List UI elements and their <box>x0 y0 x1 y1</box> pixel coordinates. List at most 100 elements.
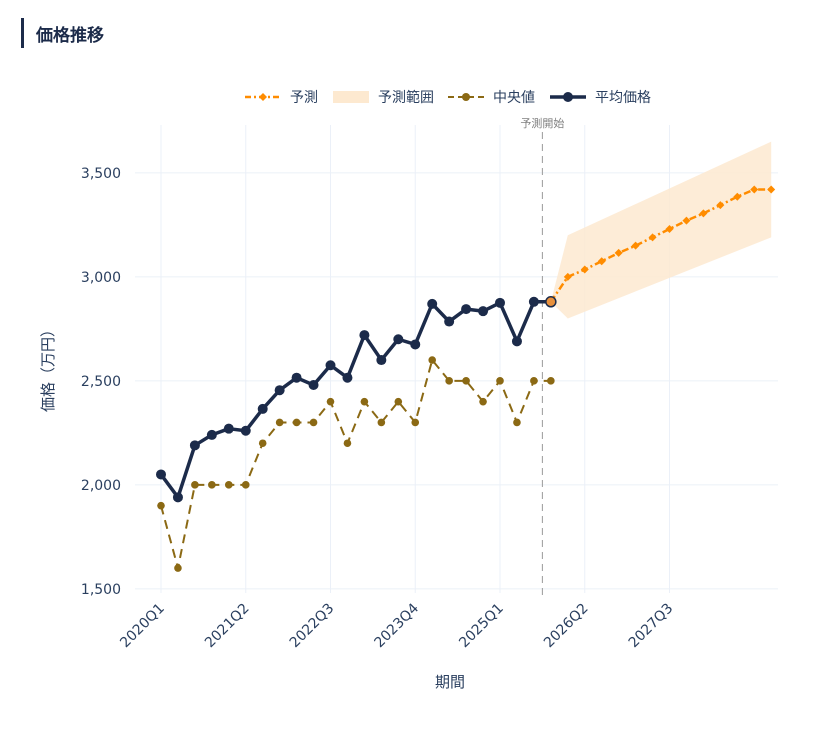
median-point <box>309 418 318 427</box>
section-title-bar: 価格推移 <box>21 18 104 48</box>
forecast-start-point <box>545 296 557 308</box>
average-point <box>325 360 336 371</box>
forecast-point <box>614 248 623 257</box>
average-point <box>274 385 285 396</box>
legend-band-swatch <box>333 91 369 103</box>
median-point <box>241 481 250 489</box>
legend-label: 平均価格 <box>595 90 651 106</box>
x-tick-label: 2020Q1 <box>117 601 168 652</box>
y-tick-label: 2,500 <box>81 374 121 390</box>
legend-item-median[interactable]: 中央値 <box>448 90 535 106</box>
median-point <box>343 439 352 448</box>
legend-label: 予測範囲 <box>378 89 434 106</box>
forecast-point <box>665 225 674 233</box>
x-tick-label: 2027Q3 <box>626 601 677 652</box>
legend-label: 予測 <box>290 90 318 106</box>
average-point <box>528 296 539 307</box>
forecast-point <box>716 201 725 210</box>
legend-forecast-marker <box>259 93 267 101</box>
forecast-point <box>699 209 708 218</box>
legend-label: 中央値 <box>493 90 535 106</box>
x-tick-label: 2022Q3 <box>287 601 338 652</box>
median-point <box>462 377 470 385</box>
forecast-point <box>597 257 606 266</box>
average-point <box>342 372 353 383</box>
legend-item-forecast[interactable]: 予測 <box>245 90 318 106</box>
median-point <box>411 418 420 427</box>
average-point <box>240 425 251 436</box>
median-point <box>208 481 216 489</box>
median-point <box>174 564 182 572</box>
average-point <box>206 429 217 440</box>
median-point <box>445 377 453 385</box>
average-point <box>359 330 370 341</box>
median-point <box>513 418 521 427</box>
average-point <box>495 297 505 308</box>
median-point <box>530 377 538 385</box>
average-point <box>308 380 319 390</box>
y-tick-label: 3,500 <box>81 166 121 182</box>
average-point <box>223 423 234 434</box>
forecast-series-line <box>549 188 772 303</box>
y-axis-title: 価格（万円） <box>39 322 57 412</box>
median-point <box>326 397 335 406</box>
median-point <box>479 397 487 406</box>
forecast-point <box>648 233 657 242</box>
average-point <box>427 298 438 309</box>
legend-item-band[interactable]: 予測範囲 <box>333 89 434 106</box>
legend-median-marker <box>462 93 470 101</box>
forecast-point <box>580 265 589 274</box>
forecast-point <box>733 192 742 201</box>
median-point <box>292 418 301 427</box>
median-series-line <box>160 357 551 569</box>
y-tick-label: 3,000 <box>81 270 121 286</box>
x-axis-title: 期間 <box>435 673 465 691</box>
average-point <box>444 316 455 327</box>
average-point <box>172 492 183 503</box>
forecast-start-label: 予測開始 <box>520 116 564 130</box>
y-tick-label: 1,500 <box>81 582 121 598</box>
forecast-point <box>631 241 640 250</box>
median-point <box>157 501 165 510</box>
average-series-line <box>159 300 551 500</box>
median-point <box>547 377 555 385</box>
x-tick-label: 2025Q1 <box>456 601 507 652</box>
median-point <box>275 418 284 427</box>
y-tick-label: 2,000 <box>81 478 121 494</box>
forecast-point <box>682 216 691 225</box>
forecast-range-band <box>550 141 772 319</box>
average-point <box>478 306 489 317</box>
page-title: 価格推移 <box>36 25 104 46</box>
average-point <box>461 304 472 315</box>
average-point <box>511 336 522 347</box>
x-tick-label: 2026Q2 <box>541 601 592 652</box>
median-point <box>428 356 437 364</box>
x-tick-label: 2023Q4 <box>371 600 422 651</box>
median-point <box>258 439 267 448</box>
legend-average-marker <box>563 92 573 102</box>
median-point <box>225 481 233 489</box>
median-point <box>377 418 386 427</box>
forecast-point <box>563 272 572 281</box>
median-point <box>496 377 504 385</box>
legend-item-average[interactable]: 平均価格 <box>550 90 651 106</box>
forecast-point <box>750 185 759 194</box>
x-tick-label: 2021Q2 <box>202 601 253 652</box>
average-point <box>376 355 387 366</box>
median-point <box>191 481 199 489</box>
average-point <box>291 372 302 383</box>
legend[interactable]: 予測 予測範囲 中央値 平均価格 <box>245 89 651 106</box>
median-point <box>360 397 369 406</box>
average-point <box>189 440 200 451</box>
average-point <box>156 469 166 480</box>
forecast-band-layer <box>550 141 772 319</box>
forecast-point <box>767 185 776 194</box>
average-point <box>393 334 404 345</box>
average-point <box>410 339 421 350</box>
average-point <box>257 403 268 414</box>
median-point <box>394 397 403 406</box>
series-points-layer <box>156 185 776 572</box>
axis-layer: 1,500 2,000 2,500 3,000 3,500 2020Q1 2021Q2 202… <box>39 116 676 691</box>
